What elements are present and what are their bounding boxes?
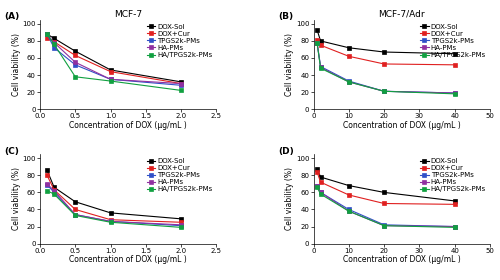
Text: (B): (B) bbox=[278, 12, 293, 22]
Legend: DOX-Sol, DOX+Cur, TPGS2k-PMs, HA-PMs, HA/TPGS2k-PMs: DOX-Sol, DOX+Cur, TPGS2k-PMs, HA-PMs, HA… bbox=[146, 157, 213, 193]
X-axis label: Concentration of DOX (μg/mL ): Concentration of DOX (μg/mL ) bbox=[70, 255, 187, 264]
Legend: DOX-Sol, DOX+Cur, TPGS2k-PMs, HA-PMs, HA/TPGS2k-PMs: DOX-Sol, DOX+Cur, TPGS2k-PMs, HA-PMs, HA… bbox=[420, 157, 486, 193]
Title: MCF-7/Adr: MCF-7/Adr bbox=[378, 10, 425, 19]
X-axis label: Concentration of DOX (μg/mL ): Concentration of DOX (μg/mL ) bbox=[343, 255, 460, 264]
Title: MCF-7: MCF-7 bbox=[114, 10, 142, 19]
Legend: DOX-Sol, DOX+Cur, TPGS2k-PMs, HA-PMs, HA/TPGS2k-PMs: DOX-Sol, DOX+Cur, TPGS2k-PMs, HA-PMs, HA… bbox=[420, 23, 486, 59]
Text: (C): (C) bbox=[4, 147, 20, 156]
Y-axis label: Cell viability (%): Cell viability (%) bbox=[12, 167, 21, 230]
Y-axis label: Cell viability (%): Cell viability (%) bbox=[286, 33, 294, 96]
X-axis label: Concentration of DOX (μg/mL ): Concentration of DOX (μg/mL ) bbox=[343, 121, 460, 130]
Y-axis label: Cell viability (%): Cell viability (%) bbox=[12, 33, 21, 96]
Text: (D): (D) bbox=[278, 147, 294, 156]
Text: (A): (A) bbox=[4, 12, 20, 22]
X-axis label: Concentration of DOX (μg/mL ): Concentration of DOX (μg/mL ) bbox=[70, 121, 187, 130]
Legend: DOX-Sol, DOX+Cur, TPGS2k-PMs, HA-PMs, HA/TPGS2k-PMs: DOX-Sol, DOX+Cur, TPGS2k-PMs, HA-PMs, HA… bbox=[146, 23, 213, 59]
Y-axis label: Cell viability (%): Cell viability (%) bbox=[286, 167, 294, 230]
